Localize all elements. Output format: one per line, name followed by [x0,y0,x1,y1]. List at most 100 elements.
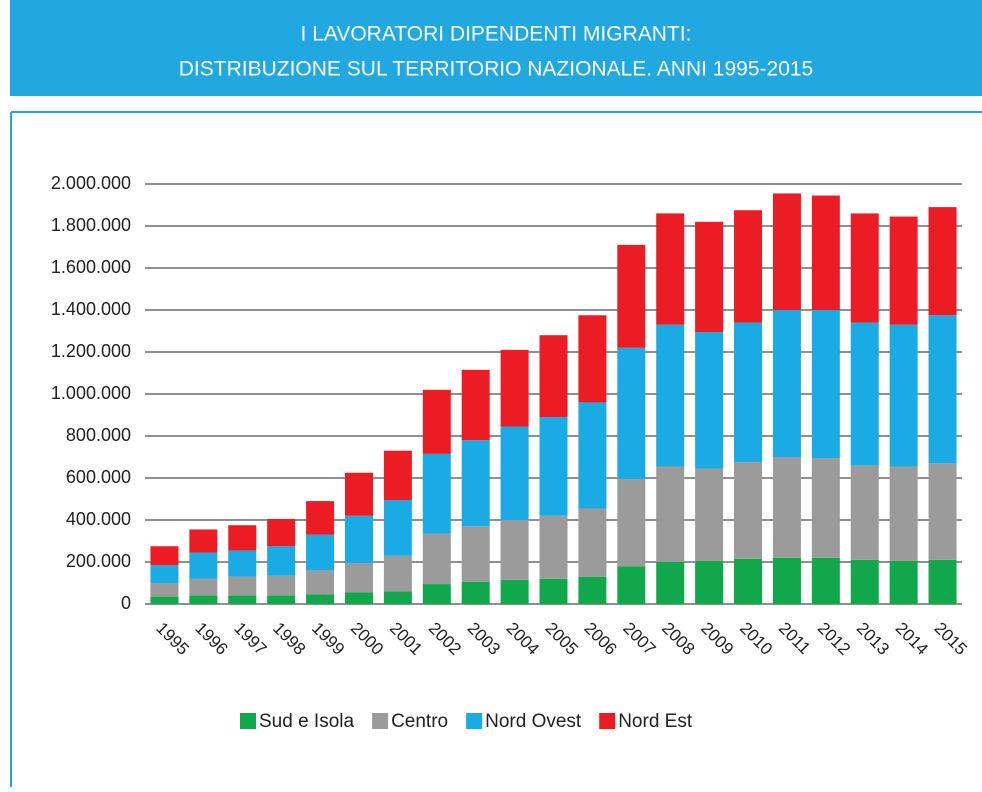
bar-segment [850,322,879,466]
bar-segment [461,369,490,441]
bar-segment [850,559,879,604]
bar-segment [306,501,335,535]
bar-segment [695,332,724,469]
bar-segment [422,533,451,585]
legend-swatch [372,713,389,729]
bar-segment [500,426,529,520]
bar-segment [539,417,568,516]
y-tick-label: 600.000 [66,467,131,487]
x-tick-label: 2012 [814,619,854,659]
x-tick-label: 2008 [658,619,698,659]
bar-segment [344,563,373,593]
x-tick-label: 2001 [386,619,426,659]
y-tick-label: 1.000.000 [51,383,131,403]
bar-segment [734,322,763,463]
bar-segment [189,552,218,579]
bar-segment [772,557,801,604]
legend-label: Sud e Isola [259,711,354,732]
bar-segment [656,562,685,604]
bar-segment [617,347,646,480]
bar-segment [811,557,840,604]
bar-segment [889,466,918,561]
bar-segment [617,244,646,348]
bar-segment [228,595,257,604]
x-tick-label: 2014 [892,619,932,659]
bar-segment [617,566,646,604]
x-tick-label: 2002 [425,619,465,659]
bar-segment [306,594,335,604]
bar-segment [344,515,373,564]
x-tick-label: 1995 [152,619,192,659]
x-tick-label: 2003 [464,619,504,659]
header-band [10,0,982,96]
x-tick-label: 2011 [775,619,814,658]
bar-segment [422,584,451,604]
bar-segment [850,213,879,323]
legend-label: Nord Est [618,711,693,732]
bar-segment [344,472,373,516]
bar-segment [811,458,840,558]
bar-segment [189,595,218,604]
x-tick-label: 2007 [619,619,659,659]
bar-segment [656,324,685,467]
bar-segment [734,462,763,559]
bar-segment [150,583,179,597]
bar-segment [383,500,412,556]
bar-segment [422,389,451,454]
x-tick-label: 2013 [853,619,893,659]
bar-segment [928,463,957,560]
bar-segment [461,440,490,527]
y-tick-label: 2.000.000 [51,173,131,193]
bar-segment [228,525,257,551]
bar-segment [189,578,218,596]
y-tick-label: 200.000 [66,551,131,571]
bar-segment [539,515,568,579]
bar-segment [344,592,373,604]
y-tick-label: 400.000 [66,509,131,529]
x-tick-label: 1999 [308,619,348,659]
bar-segment [267,546,296,576]
bar-segment [928,559,957,604]
y-tick-label: 1.400.000 [51,299,131,319]
bar-segment [267,575,296,596]
bar-segment [889,560,918,604]
x-tick-label: 2010 [736,619,776,659]
bar-segment [500,520,529,580]
bar-segment [772,457,801,558]
bar-segment [461,581,490,604]
bar-segment [811,310,840,459]
x-tick-label: 2009 [697,619,737,659]
bar-segment [500,579,529,604]
bar-segment [889,324,918,467]
bar-segment [695,468,724,561]
bar-segment [383,555,412,592]
x-tick-label: 1998 [269,619,309,659]
bar-segment [306,570,335,595]
bar-segment [772,193,801,310]
x-tick-label: 2004 [503,619,543,659]
chart-title: DISTRIBUZIONE SUL TERRITORIO NAZIONALE. … [179,58,813,81]
y-tick-label: 1.600.000 [51,257,131,277]
bar-segment [228,550,257,577]
bar-segment [539,578,568,604]
bar-segment [656,466,685,562]
bar-segment [578,576,607,604]
bar-segment [928,207,957,316]
y-tick-label: 800.000 [66,425,131,445]
x-tick-label: 2006 [580,619,620,659]
bar-segment [772,310,801,457]
bar-segment [150,565,179,583]
legend-swatch [599,713,616,729]
x-tick-label: 2015 [931,619,971,659]
bar-segment [695,221,724,333]
chart-title: I LAVORATORI DIPENDENTI MIGRANTI: [301,23,692,46]
y-tick-label: 1.200.000 [51,341,131,361]
bar-segment [150,546,179,566]
x-tick-label: 2005 [542,619,582,659]
bar-segment [656,213,685,325]
bar-segment [578,315,607,403]
bar-segment [695,560,724,604]
legend-label: Nord Ovest [485,711,582,732]
bar-segment [928,315,957,464]
